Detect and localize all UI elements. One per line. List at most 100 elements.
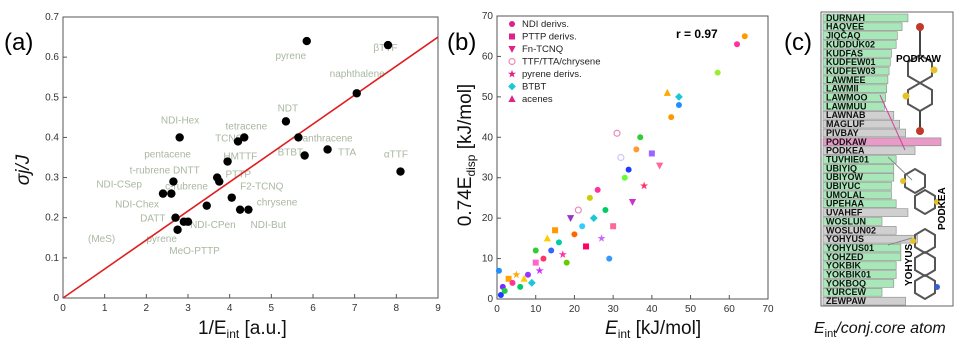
bar-zewpaw [822,296,906,306]
legend-marker [509,33,515,40]
annotation-label: TTA [338,147,356,158]
bar-label: TUVHIE01 [826,154,869,164]
data-point-b [625,166,632,173]
data-point-b [505,275,512,282]
data-point-b [668,114,675,121]
yohyus-molecule-icon [910,227,940,301]
bar-label: HAQVEE [826,22,864,32]
data-point-b [602,207,609,214]
bar-pivbay [822,128,906,138]
legend-label: TTF/TTA/chrysene [522,57,600,68]
y-tick-label-a: 0.5 [45,92,59,103]
bar-lawmuu [822,102,885,111]
x-tick-label-b: 20 [569,304,581,315]
data-point-b [501,287,508,294]
bar-label: UBIYUC [826,181,861,191]
podkea-pointer [887,156,913,181]
bar-label: YOKBOQ [826,278,866,288]
panel-b-label: (b) [447,29,476,56]
data-point-b [613,129,621,137]
x-tick-label-b: 0 [494,304,500,315]
bar-yohzed [822,252,902,262]
bar-label: ZEWPAW [826,296,866,306]
x-tick-label-a: 3 [185,303,191,314]
data-point-b [637,134,644,141]
y-tick-label-a: 0.2 [45,213,59,224]
data-point-a [202,201,211,210]
y-tick-label-b: 40 [482,132,494,143]
x-tick-label-b: 70 [762,304,774,315]
data-point-a [396,167,405,176]
data-point-b [714,69,721,76]
annotation-label: (MeS) [88,234,115,245]
panel-a-fit-line [62,36,439,299]
data-point-b [640,181,649,190]
data-point-b [589,214,598,223]
bar-ubiyiq [822,164,895,173]
x-tick-label-b: 10 [530,304,542,315]
data-point-b [597,234,606,242]
annotation-label: MeO-PTTP [169,246,220,257]
data-point-a [281,117,291,126]
bar-lawmee [822,75,889,85]
data-point-b [512,270,521,279]
x-tick-label-b: 30 [608,304,620,315]
y-tick-label-a: 0.3 [45,173,59,184]
annotation-label: NDI-CPen [190,220,236,231]
annotation-label: t-rubrene DNTT [130,166,200,177]
annotation-label: TCNQ [215,133,244,144]
podkaw-molecule-icon [902,23,938,135]
x-tick-label-b: 40 [646,304,658,315]
annotation-label: tetracene [226,121,268,132]
data-point-a [235,205,245,214]
x-tick-label-a: 6 [310,303,316,314]
legend-label: NDI derivs. [522,19,569,30]
data-point-b [579,223,586,230]
bar-label: UMOLAL [826,190,865,200]
data-point-b [606,255,613,262]
data-point-b [532,259,539,266]
annotation-label: c-rubrene [165,182,208,193]
x-tick-label-b: 50 [685,304,697,315]
legend-marker [509,21,515,27]
annotation-label: naphthalene [330,69,385,80]
bar-podkea [822,146,916,155]
data-point-b [574,206,582,214]
podkea-molecule-icon [900,167,940,216]
bar-label: KUDDUK02 [826,39,875,49]
bar-yohyus01 [822,243,902,253]
data-point-a [175,133,184,142]
data-point-b [675,92,683,101]
bar-kudfas [822,49,892,58]
bar-label: YURCEW [826,287,867,297]
bar-yohyus [822,234,918,244]
data-point-b [621,174,628,181]
y-tick-label-b: 70 [482,11,494,22]
bar-yokbik01 [822,270,897,279]
data-point-a [158,189,168,198]
data-point-b [656,162,664,170]
data-point-a [352,89,361,98]
x-tick-label-a: 1 [102,303,108,314]
x-tick-label-b: 60 [724,304,736,315]
annotation-label: αTTF [384,150,408,161]
panel-a-xlabel: 1/Eint [a.u.] [198,318,287,340]
data-point-a [173,225,182,234]
data-point-a [215,177,224,186]
annotation-label: F2-TCNQ [240,182,284,193]
data-point-b [741,33,748,40]
bar-label: KUDFAS [826,48,863,58]
bar-label: UPEHAA [826,199,865,209]
data-point-b [524,271,531,278]
legend-marker [508,95,516,102]
data-point-b [675,101,682,108]
bar-ubiyow [822,173,895,182]
bar-jiqcaq [822,31,898,40]
data-point-a [244,205,253,214]
bar-label: JIQCAQ [826,31,861,41]
data-point-a [294,133,303,142]
data-point-b [532,247,539,254]
panel-c-title: Eint/conj.core atom [814,320,946,340]
bar-lawmoo [822,93,886,102]
legend-label: Fn-TCNQ [522,44,563,55]
